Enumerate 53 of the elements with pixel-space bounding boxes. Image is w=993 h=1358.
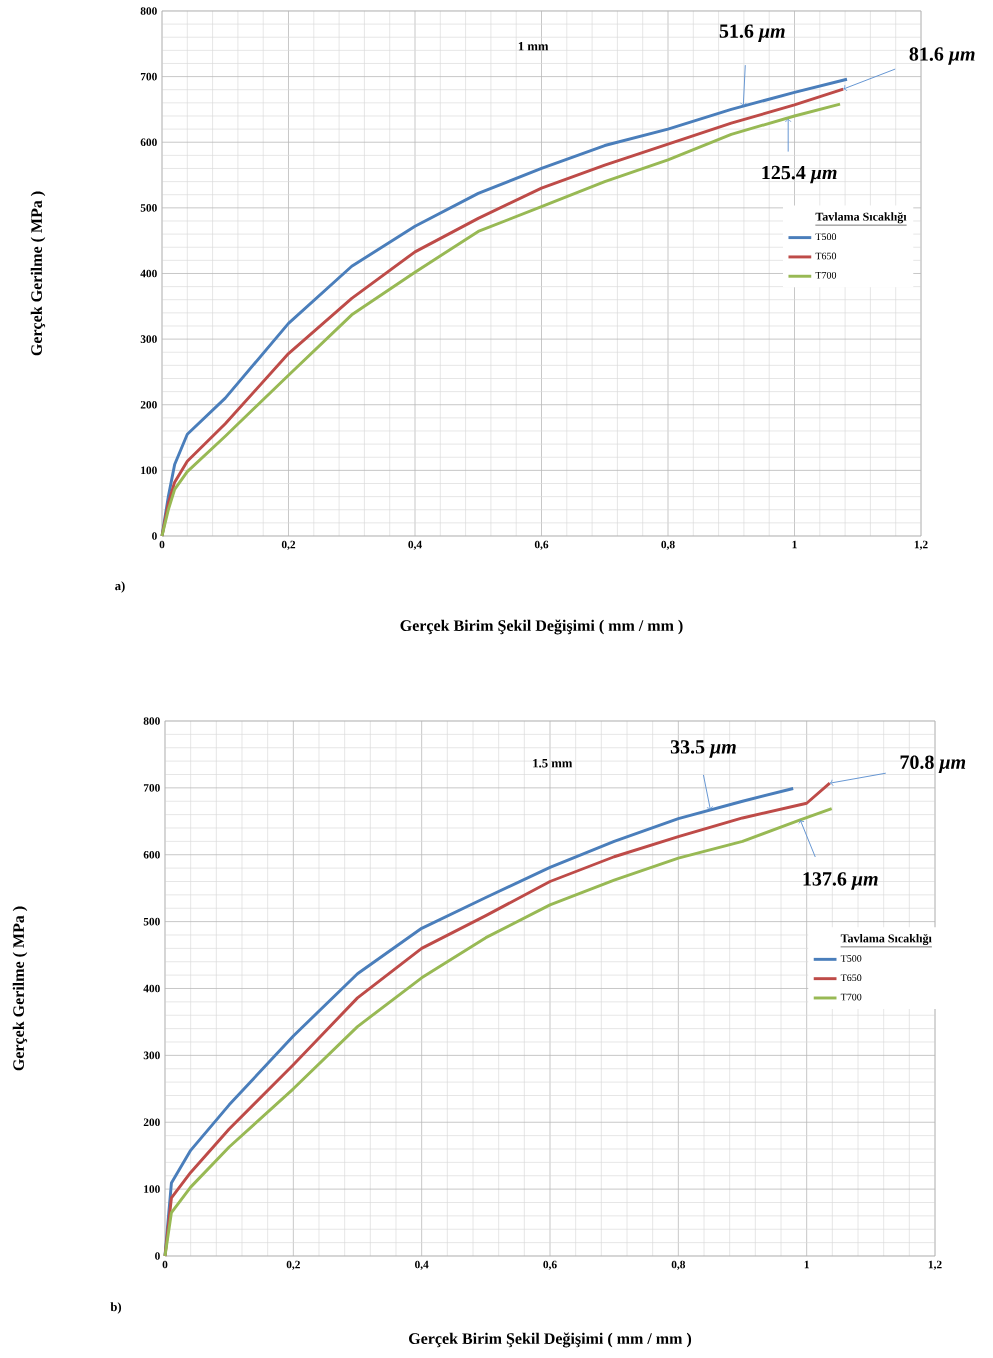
- x-tick-label: 0,2: [281, 540, 296, 550]
- y-tick-label: 0: [155, 1252, 160, 1260]
- legend-label: T700: [840, 993, 862, 1001]
- x-tick-label: 1,2: [914, 540, 928, 550]
- x-tick-label: 0,6: [543, 1260, 557, 1270]
- y-tick-label: 700: [143, 784, 160, 792]
- legend-title: Tavlama Sıcaklığı: [815, 212, 907, 224]
- x-tick-label: 0,8: [671, 1260, 686, 1270]
- y-tick-label: 800: [140, 7, 157, 15]
- legend-label: T700: [815, 271, 837, 279]
- legend-label: T650: [815, 252, 837, 260]
- y-tick-label: 400: [140, 269, 157, 278]
- y-tick-label: 500: [140, 204, 157, 212]
- text: a): [115, 581, 125, 593]
- y-tick-label: 500: [143, 917, 160, 926]
- x-tick-label: 1,2: [928, 1260, 942, 1270]
- x-tick-label: 1: [792, 540, 797, 549]
- y-tick-label: 400: [143, 984, 160, 993]
- x-tick-label: 0,6: [534, 540, 549, 550]
- x-tick-label: 1: [804, 1260, 809, 1269]
- y-tick-label: 200: [140, 400, 157, 409]
- y-tick-label: 600: [140, 138, 157, 147]
- x-tick-label: 0,4: [415, 1260, 429, 1270]
- y-tick-label: 800: [143, 717, 160, 725]
- x-axis-title: Gerçek Birim Şekil Değişimi ( mm / mm ): [400, 619, 683, 635]
- y-tick-label: 0: [152, 532, 157, 540]
- annotation: 33.5 μm: [670, 740, 736, 758]
- annotation: 1.5 mm: [533, 758, 573, 768]
- legend-label: T500: [840, 955, 862, 962]
- x-tick-label: 0,4: [408, 540, 422, 550]
- y-tick-label: 300: [140, 335, 157, 343]
- legend-label: T650: [840, 974, 862, 982]
- y-tick-label: 700: [140, 72, 157, 81]
- y-tick-label: 300: [143, 1051, 160, 1060]
- annotation: 70.8 μm: [900, 755, 966, 773]
- y-axis-title: Gerçek Gerilme ( MPa ): [12, 906, 28, 1071]
- annotation: 51.6 μm: [719, 24, 785, 42]
- y-tick-label: 600: [143, 850, 160, 859]
- y-axis-title: Gerçek Gerilme ( MPa ): [30, 191, 46, 356]
- x-axis-title: Gerçek Birim Şekil Değişimi ( mm / mm ): [409, 1332, 692, 1348]
- annotation: 1 mm: [518, 41, 549, 51]
- annotation: 81.6 μm: [909, 47, 975, 65]
- y-tick-label: 100: [141, 466, 157, 475]
- x-tick-label: 0: [162, 1260, 168, 1269]
- text: b): [110, 1302, 122, 1314]
- x-tick-label: 0,8: [661, 540, 675, 550]
- y-tick-label: 100: [144, 1185, 160, 1193]
- annotation: 137.6 μm: [803, 872, 878, 890]
- legend-label: T500: [815, 233, 837, 241]
- annotation: 125.4 μm: [762, 165, 837, 184]
- x-tick-label: 0,2: [286, 1260, 300, 1270]
- legend-title: Tavlama Sıcaklığı: [840, 933, 932, 946]
- y-tick-label: 200: [143, 1118, 160, 1127]
